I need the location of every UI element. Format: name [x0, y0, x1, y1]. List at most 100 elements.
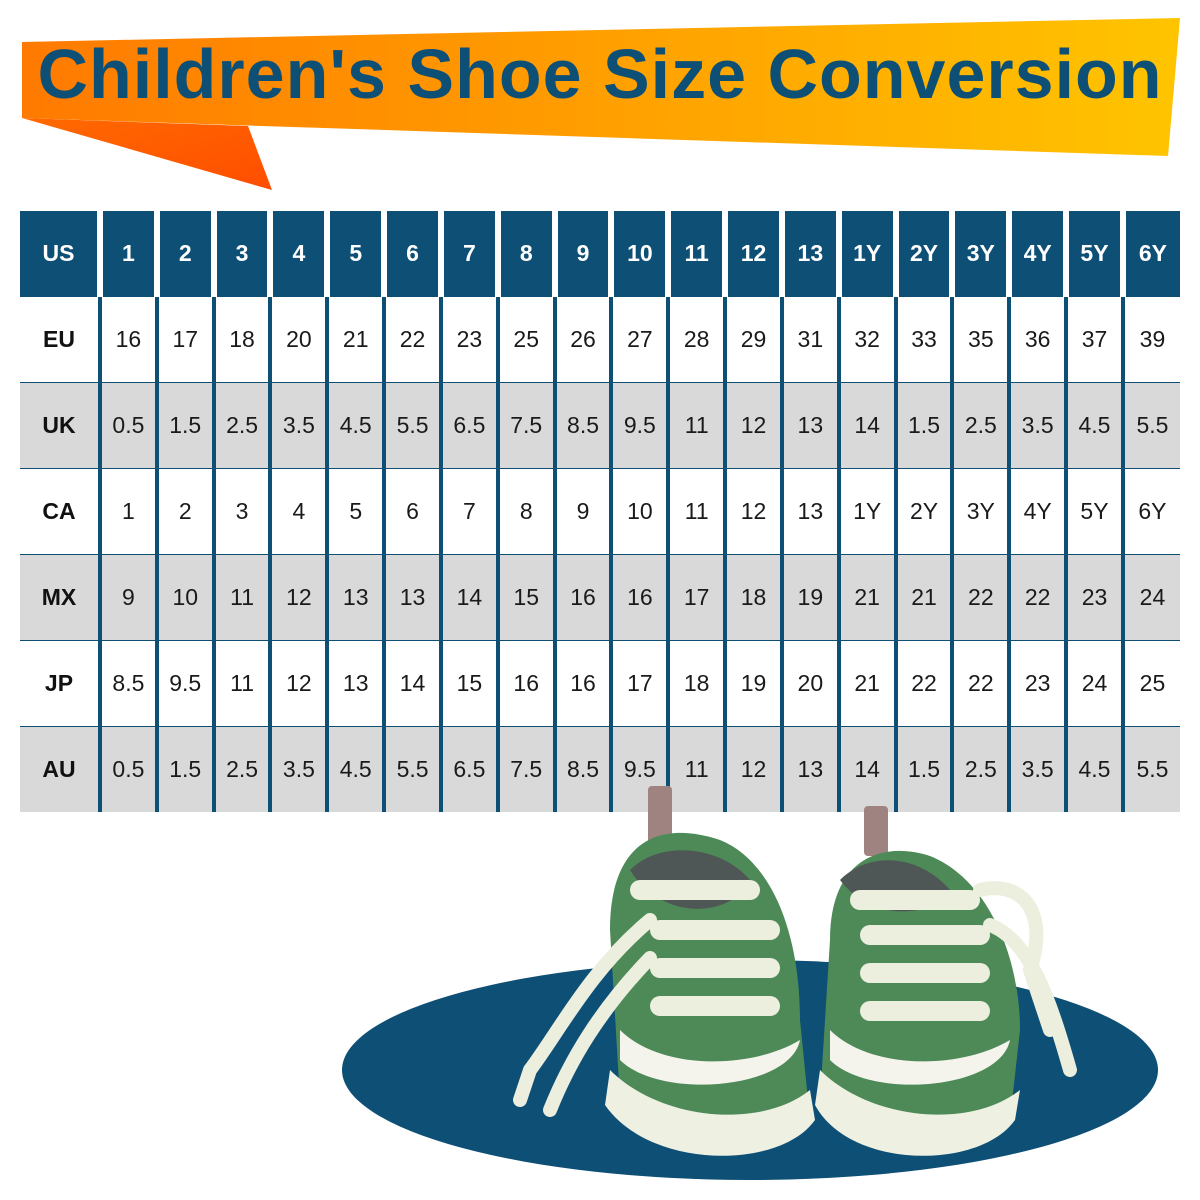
- table-cell: 8.5: [552, 726, 612, 812]
- table-cell: 2.5: [950, 382, 1010, 469]
- table-cell: 9.5: [609, 382, 669, 469]
- table-cell: 4.5: [1064, 382, 1123, 469]
- table-cell: 3.5: [268, 382, 328, 469]
- table-cell: 12: [723, 468, 782, 555]
- table-cell: 16: [552, 640, 612, 727]
- table-cell: 16: [552, 554, 612, 641]
- table-cell: 13: [779, 382, 839, 469]
- table-cell: 4Y: [1007, 468, 1067, 555]
- table-cell: 3.5: [268, 726, 328, 812]
- header-cell: 6Y: [1119, 211, 1180, 297]
- table-cell: 12: [268, 640, 328, 727]
- table-cell: 21: [836, 640, 896, 727]
- table-cell: 6Y: [1120, 468, 1180, 555]
- header-cell: 4Y: [1006, 211, 1067, 297]
- table-cell: 13: [779, 468, 839, 555]
- table-cell: 11: [666, 382, 726, 469]
- baby-sneakers-icon: [342, 786, 1158, 1180]
- table-cell: 7: [438, 468, 498, 555]
- table-cell: 13: [382, 554, 441, 641]
- table-cell: 18: [211, 296, 271, 383]
- row-header-uk: UK: [20, 382, 100, 469]
- header-cell: 11: [665, 211, 726, 297]
- table-cell: 39: [1120, 296, 1180, 383]
- table-cell: 5.5: [382, 726, 441, 812]
- row-header-us: US: [20, 211, 100, 297]
- table-cell: 37: [1064, 296, 1123, 383]
- table-cell: 9: [98, 554, 157, 641]
- table-cell: 12: [268, 554, 328, 641]
- table-row: CA 1 2 3 4 5 6 7 8 9 10 11 12 13 1Y 2Y 3Y 4Y 5Y 6Y: [20, 468, 1180, 555]
- table-cell: 2.5: [950, 726, 1010, 812]
- table-cell: 3.5: [1007, 382, 1067, 469]
- table-cell: 7.5: [495, 726, 555, 812]
- table-cell: 20: [779, 640, 839, 727]
- left-sneaker: [513, 786, 815, 1156]
- table-row: EU 16 17 18 20 21 22 23 25 26 27 28 29 31 32 33 35 36 37 39: [20, 296, 1180, 383]
- table-cell: 15: [438, 640, 498, 727]
- row-header-ca: CA: [20, 468, 100, 555]
- table-cell: 6: [382, 468, 441, 555]
- table-cell: 5.5: [382, 382, 441, 469]
- table-cell: 8: [495, 468, 555, 555]
- table-cell: 32: [836, 296, 896, 383]
- table-cell: 17: [666, 554, 726, 641]
- table-cell: 7.5: [495, 382, 555, 469]
- table-cell: 4.5: [325, 382, 385, 469]
- table-cell: 29: [723, 296, 782, 383]
- table-cell: 1: [98, 468, 157, 555]
- header-cell: 4: [267, 211, 328, 297]
- table-cell: 15: [495, 554, 555, 641]
- table-cell: 19: [779, 554, 839, 641]
- table-cell: 5Y: [1064, 468, 1123, 555]
- table-cell: 3Y: [950, 468, 1010, 555]
- table-row: MX 9 10 11 12 13 13 14 15 16 16 17 18 19 21 21 22 22 23 24: [20, 554, 1180, 641]
- table-cell: 23: [1007, 640, 1067, 727]
- header-cell: 5: [324, 211, 385, 297]
- table-cell: 2: [154, 468, 214, 555]
- table-cell: 25: [1120, 640, 1180, 727]
- header-cell: 2: [153, 211, 214, 297]
- table-cell: 18: [723, 554, 782, 641]
- header-cell: 13: [778, 211, 839, 297]
- header-cell: 2Y: [892, 211, 953, 297]
- table-cell: 23: [438, 296, 498, 383]
- banner-tail: [22, 118, 272, 190]
- table-cell: 9: [552, 468, 612, 555]
- table-cell: 2.5: [211, 726, 271, 812]
- table-cell: 1.5: [154, 726, 214, 812]
- header-cell: 1: [97, 211, 157, 297]
- table-row: UK 0.5 1.5 2.5 3.5 4.5 5.5 6.5 7.5 8.5 9.5 11 12 13 14…: [20, 382, 1180, 469]
- table-cell: 11: [211, 640, 271, 727]
- table-cell: 28: [666, 296, 726, 383]
- table-cell: 11: [666, 726, 726, 812]
- table-cell: 13: [325, 640, 385, 727]
- header-cell: 8: [494, 211, 555, 297]
- table-cell: 10: [609, 468, 669, 555]
- table-cell: 12: [723, 726, 782, 812]
- table-cell: 31: [779, 296, 839, 383]
- header-cell: 9: [551, 211, 612, 297]
- header-cell: 5Y: [1063, 211, 1123, 297]
- table-cell: 0.5: [98, 382, 157, 469]
- table-cell: 0.5: [98, 726, 157, 812]
- table-cell: 14: [438, 554, 498, 641]
- header-cell: 7: [437, 211, 498, 297]
- table-cell: 14: [836, 382, 896, 469]
- table-cell: 18: [666, 640, 726, 727]
- table-cell: 21: [893, 554, 953, 641]
- table-cell: 19: [723, 640, 782, 727]
- table-cell: 3.5: [1007, 726, 1067, 812]
- header-cell: 6: [381, 211, 441, 297]
- page-title: Children's Shoe Size Conversion: [37, 35, 1163, 113]
- table-cell: 2Y: [893, 468, 953, 555]
- table-cell: 11: [666, 468, 726, 555]
- table-cell: 16: [495, 640, 555, 727]
- table-cell: 6.5: [438, 382, 498, 469]
- header-cell: 1Y: [835, 211, 896, 297]
- header-cell: 12: [722, 211, 782, 297]
- table-cell: 33: [893, 296, 953, 383]
- table-cell: 5: [325, 468, 385, 555]
- table-cell: 25: [495, 296, 555, 383]
- table-cell: 16: [98, 296, 157, 383]
